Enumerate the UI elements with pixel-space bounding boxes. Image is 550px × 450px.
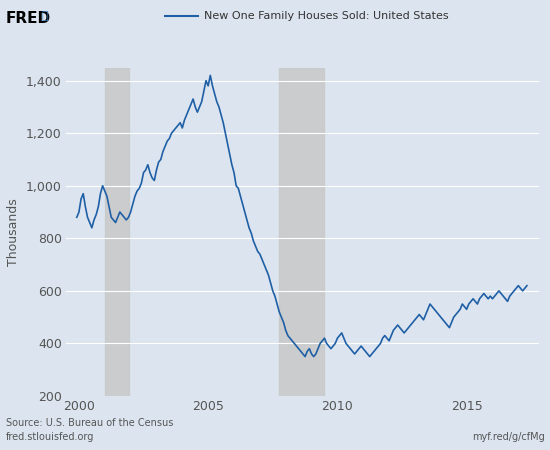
Text: FRED: FRED	[6, 11, 51, 26]
Text: Source: U.S. Bureau of the Census: Source: U.S. Bureau of the Census	[6, 418, 173, 428]
Text: ⤴: ⤴	[41, 11, 48, 21]
Y-axis label: Thousands: Thousands	[7, 198, 20, 266]
Bar	[104, 68, 129, 396]
Text: fred.stlouisfed.org: fred.stlouisfed.org	[6, 432, 94, 442]
Bar	[279, 68, 324, 396]
Text: myf.red/g/cfMg: myf.red/g/cfMg	[472, 432, 544, 442]
Text: New One Family Houses Sold: United States: New One Family Houses Sold: United State…	[204, 11, 448, 21]
